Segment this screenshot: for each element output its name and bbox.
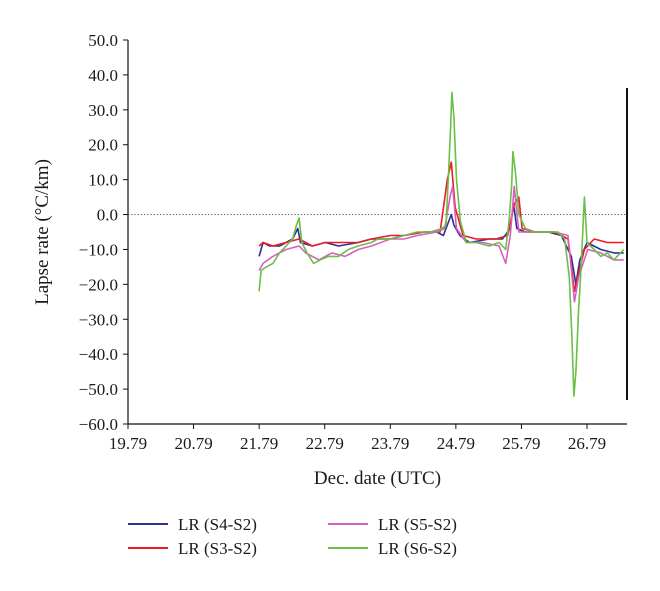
y-tick-label: −10.0 [79, 240, 118, 259]
y-tick-label: −40.0 [79, 345, 118, 364]
plot-area [128, 91, 627, 397]
y-tick-label: 30.0 [88, 101, 118, 120]
y-tick-label: −50.0 [79, 380, 118, 399]
x-tick-label: 23.79 [371, 434, 409, 453]
y-tick-label: 40.0 [88, 66, 118, 85]
x-tick-label: 21.79 [240, 434, 278, 453]
series-line-3 [258, 185, 624, 303]
y-tick-label: 0.0 [97, 206, 118, 225]
x-tick-label: 25.79 [502, 434, 540, 453]
legend-label: LR (S3-S2) [178, 539, 257, 558]
y-tick-label: 20.0 [88, 136, 118, 155]
y-tick-label: −20.0 [79, 275, 118, 294]
x-tick-label: 19.79 [109, 434, 147, 453]
legend-label: LR (S5-S2) [378, 515, 457, 534]
axes: 50.0 40.0 30.0 20.0 10.0 0.0 −10.0 −20.0 −30.0 −4… [79, 31, 628, 453]
legend: LR (S4-S2) LR (S3-S2) LR (S5-S2) LR (S6-S2) [128, 515, 457, 558]
x-tick-label: 26.79 [568, 434, 606, 453]
legend-label: LR (S4-S2) [178, 515, 257, 534]
x-axis-title: Dec. date (UTC) [314, 468, 441, 489]
y-tick-label: −30.0 [79, 310, 118, 329]
y-tick-label: 50.0 [88, 31, 118, 50]
legend-label: LR (S6-S2) [378, 539, 457, 558]
x-tick-label: 24.79 [437, 434, 475, 453]
x-tick-label: 22.79 [306, 434, 344, 453]
x-tick-label: 20.79 [174, 434, 212, 453]
series-line-4 [258, 91, 625, 397]
y-tick-label: −60.0 [79, 415, 118, 434]
y-axis-title: Lapse rate (°C/km) [32, 159, 53, 305]
y-tick-label: 10.0 [88, 171, 118, 190]
